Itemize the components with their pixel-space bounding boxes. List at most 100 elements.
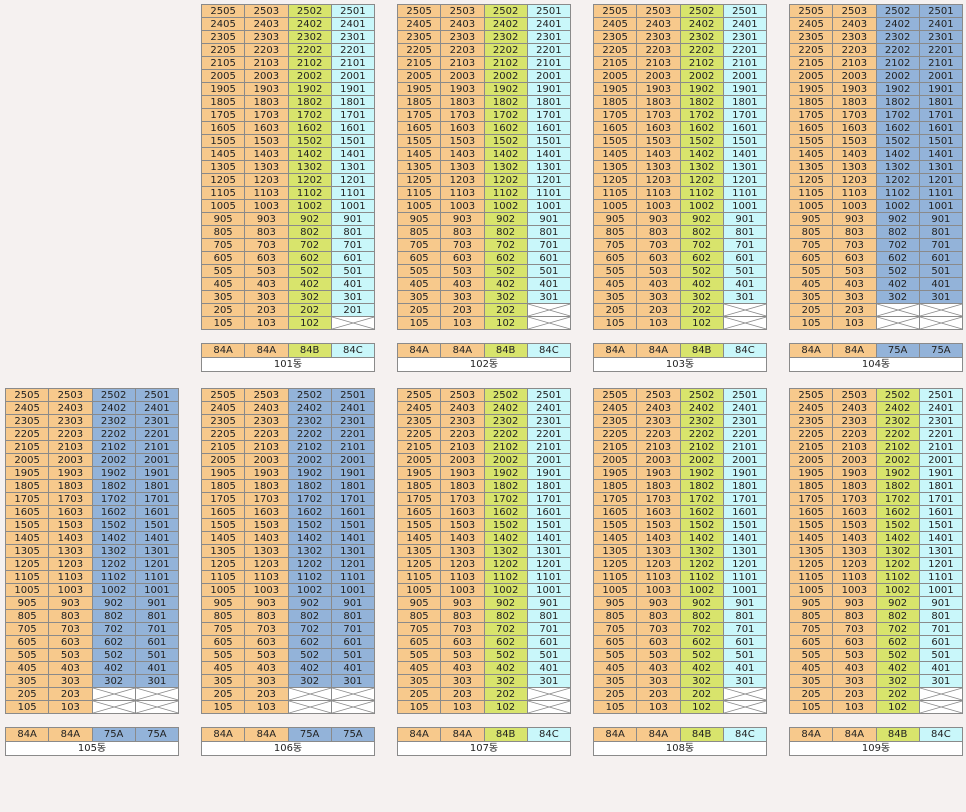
unit-cell[interactable]: 1305 bbox=[200, 160, 246, 174]
unit-cell[interactable]: 401 bbox=[330, 277, 376, 291]
unit-cell[interactable]: 2005 bbox=[592, 453, 638, 467]
unit-cell[interactable]: 1501 bbox=[134, 518, 180, 532]
unit-cell[interactable]: 1605 bbox=[4, 505, 50, 519]
unit-cell[interactable]: 503 bbox=[832, 648, 877, 662]
unit-cell[interactable]: 205 bbox=[200, 687, 246, 701]
unit-cell[interactable]: 1201 bbox=[722, 557, 768, 571]
unit-cell[interactable]: 2503 bbox=[440, 388, 485, 402]
unit-cell[interactable]: 2503 bbox=[244, 388, 289, 402]
unit-cell[interactable]: 1102 bbox=[483, 570, 528, 584]
unit-cell[interactable]: 303 bbox=[636, 674, 681, 688]
unit-cell[interactable]: 202 bbox=[679, 687, 724, 701]
unit-cell[interactable]: 1103 bbox=[48, 570, 93, 584]
unit-cell[interactable]: 1901 bbox=[526, 466, 572, 480]
unit-cell[interactable]: 1302 bbox=[91, 544, 136, 558]
unit-cell[interactable]: 503 bbox=[48, 648, 93, 662]
unit-cell[interactable]: 1505 bbox=[592, 518, 638, 532]
unit-cell[interactable]: 703 bbox=[832, 622, 877, 636]
unit-cell[interactable]: 1901 bbox=[134, 466, 180, 480]
unit-cell[interactable]: 1001 bbox=[330, 199, 376, 213]
unit-cell[interactable]: 601 bbox=[722, 251, 768, 265]
unit-cell[interactable]: 203 bbox=[440, 687, 485, 701]
unit-cell[interactable]: 405 bbox=[592, 277, 638, 291]
unit-cell[interactable]: 2303 bbox=[48, 414, 93, 428]
unit-cell[interactable]: 1005 bbox=[200, 199, 246, 213]
unit-cell[interactable]: 2302 bbox=[483, 30, 528, 44]
unit-cell[interactable]: 1402 bbox=[287, 531, 332, 545]
unit-cell[interactable]: 305 bbox=[4, 674, 50, 688]
unit-cell[interactable]: 602 bbox=[483, 635, 528, 649]
unit-cell[interactable]: 302 bbox=[91, 674, 136, 688]
unit-cell[interactable]: 2501 bbox=[722, 388, 768, 402]
unit-cell[interactable]: 1703 bbox=[832, 492, 877, 506]
unit-cell[interactable]: 201 bbox=[330, 303, 376, 317]
unit-cell[interactable]: 1302 bbox=[287, 544, 332, 558]
unit-cell[interactable]: 1201 bbox=[918, 557, 964, 571]
unit-cell[interactable]: 301 bbox=[918, 674, 964, 688]
unit-cell[interactable]: 2102 bbox=[679, 440, 724, 454]
unit-cell[interactable]: 1705 bbox=[396, 492, 442, 506]
unit-cell[interactable]: 903 bbox=[832, 596, 877, 610]
unit-cell[interactable]: 1801 bbox=[330, 479, 376, 493]
unit-cell[interactable]: 303 bbox=[440, 674, 485, 688]
unit-cell[interactable]: 103 bbox=[832, 700, 877, 714]
unit-cell[interactable]: 1301 bbox=[330, 160, 376, 174]
unit-cell[interactable]: 1302 bbox=[679, 160, 724, 174]
unit-cell[interactable]: 1102 bbox=[875, 570, 920, 584]
unit-cell[interactable]: 602 bbox=[875, 635, 920, 649]
unit-cell[interactable]: 1205 bbox=[788, 557, 834, 571]
unit-cell[interactable]: 905 bbox=[4, 596, 50, 610]
unit-cell[interactable]: 2003 bbox=[440, 453, 485, 467]
unit-cell[interactable]: 103 bbox=[636, 316, 681, 330]
unit-cell[interactable]: 301 bbox=[330, 674, 376, 688]
unit-cell[interactable]: 2305 bbox=[592, 414, 638, 428]
unit-cell[interactable]: 702 bbox=[679, 622, 724, 636]
unit-cell[interactable]: 1202 bbox=[91, 557, 136, 571]
unit-cell[interactable]: 1401 bbox=[134, 531, 180, 545]
unit-cell[interactable]: 1702 bbox=[483, 492, 528, 506]
unit-cell[interactable]: 603 bbox=[440, 251, 485, 265]
unit-cell[interactable]: 105 bbox=[788, 316, 834, 330]
unit-cell[interactable]: 1902 bbox=[287, 466, 332, 480]
unit-cell[interactable]: 1701 bbox=[722, 108, 768, 122]
unit-cell[interactable]: 1503 bbox=[440, 134, 485, 148]
unit-cell[interactable]: 1003 bbox=[440, 199, 485, 213]
unit-cell[interactable]: 1901 bbox=[330, 82, 376, 96]
unit-cell[interactable]: 1603 bbox=[440, 121, 485, 135]
unit-cell[interactable]: 1501 bbox=[722, 134, 768, 148]
unit-cell[interactable]: 1005 bbox=[788, 583, 834, 597]
unit-cell[interactable]: 402 bbox=[875, 277, 920, 291]
unit-cell[interactable]: 905 bbox=[788, 212, 834, 226]
unit-cell[interactable]: 905 bbox=[592, 212, 638, 226]
unit-cell[interactable]: 902 bbox=[679, 212, 724, 226]
unit-cell[interactable]: 803 bbox=[440, 225, 485, 239]
unit-cell[interactable]: 1401 bbox=[526, 147, 572, 161]
unit-cell[interactable]: 105 bbox=[592, 316, 638, 330]
unit-cell[interactable]: 1702 bbox=[679, 492, 724, 506]
unit-cell[interactable]: 2003 bbox=[440, 69, 485, 83]
unit-cell[interactable]: 202 bbox=[483, 687, 528, 701]
unit-cell[interactable]: 1003 bbox=[244, 583, 289, 597]
unit-cell[interactable]: 2303 bbox=[636, 414, 681, 428]
unit-cell[interactable]: 1802 bbox=[91, 479, 136, 493]
unit-cell[interactable]: 502 bbox=[483, 264, 528, 278]
unit-cell[interactable]: 2002 bbox=[287, 453, 332, 467]
unit-cell[interactable]: 1303 bbox=[832, 544, 877, 558]
unit-cell[interactable]: 2302 bbox=[679, 30, 724, 44]
unit-cell[interactable]: 2501 bbox=[722, 4, 768, 18]
unit-cell[interactable]: 503 bbox=[636, 648, 681, 662]
unit-cell[interactable]: 1505 bbox=[788, 518, 834, 532]
unit-cell[interactable]: 1602 bbox=[483, 505, 528, 519]
unit-cell[interactable]: 2405 bbox=[200, 17, 246, 31]
unit-cell[interactable]: 2203 bbox=[636, 427, 681, 441]
unit-cell[interactable]: 2103 bbox=[244, 56, 289, 70]
unit-cell[interactable]: 1205 bbox=[592, 557, 638, 571]
unit-cell[interactable]: 1905 bbox=[396, 466, 442, 480]
unit-cell[interactable]: 2205 bbox=[788, 43, 834, 57]
unit-cell[interactable]: 1403 bbox=[832, 147, 877, 161]
unit-cell[interactable]: 2002 bbox=[91, 453, 136, 467]
unit-cell[interactable]: 602 bbox=[875, 251, 920, 265]
unit-cell[interactable]: 205 bbox=[200, 303, 246, 317]
unit-cell[interactable]: 2402 bbox=[875, 17, 920, 31]
unit-cell[interactable]: 2105 bbox=[396, 56, 442, 70]
